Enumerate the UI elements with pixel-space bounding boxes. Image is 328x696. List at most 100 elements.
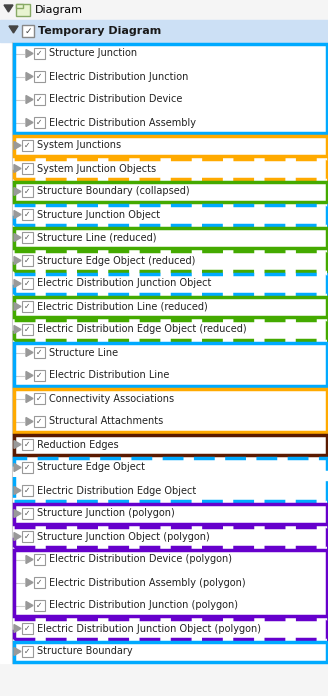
Polygon shape — [14, 464, 21, 471]
Polygon shape — [14, 141, 21, 150]
Text: ✓: ✓ — [24, 486, 31, 495]
Bar — [22, 462, 33, 473]
Bar — [0, 20, 328, 42]
Text: ✓: ✓ — [24, 325, 31, 334]
Bar — [22, 232, 33, 243]
Text: Electric Distribution Assembly (polygon): Electric Distribution Assembly (polygon) — [49, 578, 246, 587]
Text: Structure Line: Structure Line — [49, 347, 118, 358]
Polygon shape — [26, 349, 33, 356]
Polygon shape — [26, 395, 33, 402]
Text: Electric Distribution Edge Object (reduced): Electric Distribution Edge Object (reduc… — [37, 324, 247, 335]
Polygon shape — [14, 624, 21, 633]
Polygon shape — [26, 418, 33, 425]
Bar — [34, 554, 45, 565]
Text: ✓: ✓ — [36, 95, 43, 104]
Text: Electric Distribution Junction Object: Electric Distribution Junction Object — [37, 278, 211, 289]
Bar — [22, 255, 33, 266]
Text: Structure Junction (polygon): Structure Junction (polygon) — [37, 509, 175, 519]
Bar — [13, 274, 326, 294]
Bar — [22, 278, 33, 289]
Bar — [0, 0, 328, 20]
Bar — [34, 370, 45, 381]
Bar — [13, 434, 326, 454]
Text: ✓: ✓ — [24, 210, 31, 219]
Polygon shape — [14, 441, 21, 448]
Text: ✓: ✓ — [24, 141, 31, 150]
Text: ✓: ✓ — [36, 601, 43, 610]
Polygon shape — [26, 578, 33, 587]
Text: ✓: ✓ — [36, 72, 43, 81]
Bar — [13, 251, 326, 271]
Text: ✓: ✓ — [36, 49, 43, 58]
Text: Electric Distribution Line (reduced): Electric Distribution Line (reduced) — [37, 301, 208, 312]
Bar — [13, 136, 326, 155]
Bar — [13, 319, 326, 340]
Text: ✓: ✓ — [24, 279, 31, 288]
Polygon shape — [14, 532, 21, 541]
Polygon shape — [4, 5, 13, 12]
Text: ✓: ✓ — [24, 233, 31, 242]
Bar — [22, 531, 33, 542]
Bar — [13, 619, 326, 638]
Bar — [13, 228, 326, 248]
Text: Structure Junction: Structure Junction — [49, 49, 137, 58]
Polygon shape — [14, 509, 21, 518]
Text: Structural Attachments: Structural Attachments — [49, 416, 163, 427]
Text: ✓: ✓ — [36, 578, 43, 587]
Text: Diagram: Diagram — [35, 5, 83, 15]
Text: ✓: ✓ — [24, 509, 31, 518]
Bar — [13, 526, 326, 546]
Bar — [34, 577, 45, 588]
Bar — [16, 4, 23, 8]
Text: System Junction Objects: System Junction Objects — [37, 164, 156, 173]
Text: ✓: ✓ — [24, 256, 31, 265]
Polygon shape — [26, 49, 33, 58]
Polygon shape — [14, 303, 21, 310]
Bar — [22, 209, 33, 220]
Bar — [13, 296, 326, 317]
Text: ✓: ✓ — [36, 118, 43, 127]
Polygon shape — [26, 601, 33, 610]
Polygon shape — [14, 187, 21, 196]
Bar — [22, 485, 33, 496]
Polygon shape — [14, 487, 21, 494]
Bar — [13, 642, 326, 661]
Bar — [34, 347, 45, 358]
Text: ✓: ✓ — [36, 394, 43, 403]
Bar — [34, 600, 45, 611]
Text: System Junctions: System Junctions — [37, 141, 121, 150]
Text: ✓: ✓ — [36, 555, 43, 564]
Bar — [34, 94, 45, 105]
Polygon shape — [14, 647, 21, 656]
Text: ✓: ✓ — [24, 164, 31, 173]
Bar — [22, 646, 33, 657]
Polygon shape — [14, 257, 21, 264]
Bar — [16, 4, 30, 16]
Bar — [34, 117, 45, 128]
Text: Reduction Edges: Reduction Edges — [37, 439, 119, 450]
Bar — [13, 550, 326, 615]
Bar — [22, 163, 33, 174]
Bar — [22, 324, 33, 335]
Bar — [34, 71, 45, 82]
Text: Temporary Diagram: Temporary Diagram — [38, 26, 161, 36]
Polygon shape — [26, 555, 33, 564]
Text: ✓: ✓ — [36, 417, 43, 426]
Text: Electric Distribution Junction Object (polygon): Electric Distribution Junction Object (p… — [37, 624, 261, 633]
Bar — [22, 623, 33, 634]
Bar — [13, 388, 326, 432]
Text: Electric Distribution Edge Object: Electric Distribution Edge Object — [37, 486, 196, 496]
Polygon shape — [14, 210, 21, 219]
Bar — [13, 43, 326, 132]
Polygon shape — [9, 26, 18, 33]
Text: Connectivity Associations: Connectivity Associations — [49, 393, 174, 404]
Text: Electric Distribution Junction (polygon): Electric Distribution Junction (polygon) — [49, 601, 238, 610]
Text: Structure Junction Object: Structure Junction Object — [37, 209, 160, 219]
Bar — [13, 503, 326, 523]
Polygon shape — [14, 326, 21, 333]
Text: Structure Line (reduced): Structure Line (reduced) — [37, 232, 156, 242]
Bar — [13, 342, 326, 386]
Text: ✓: ✓ — [24, 26, 32, 35]
Text: Electric Distribution Junction: Electric Distribution Junction — [49, 72, 188, 81]
Text: ✓: ✓ — [36, 348, 43, 357]
